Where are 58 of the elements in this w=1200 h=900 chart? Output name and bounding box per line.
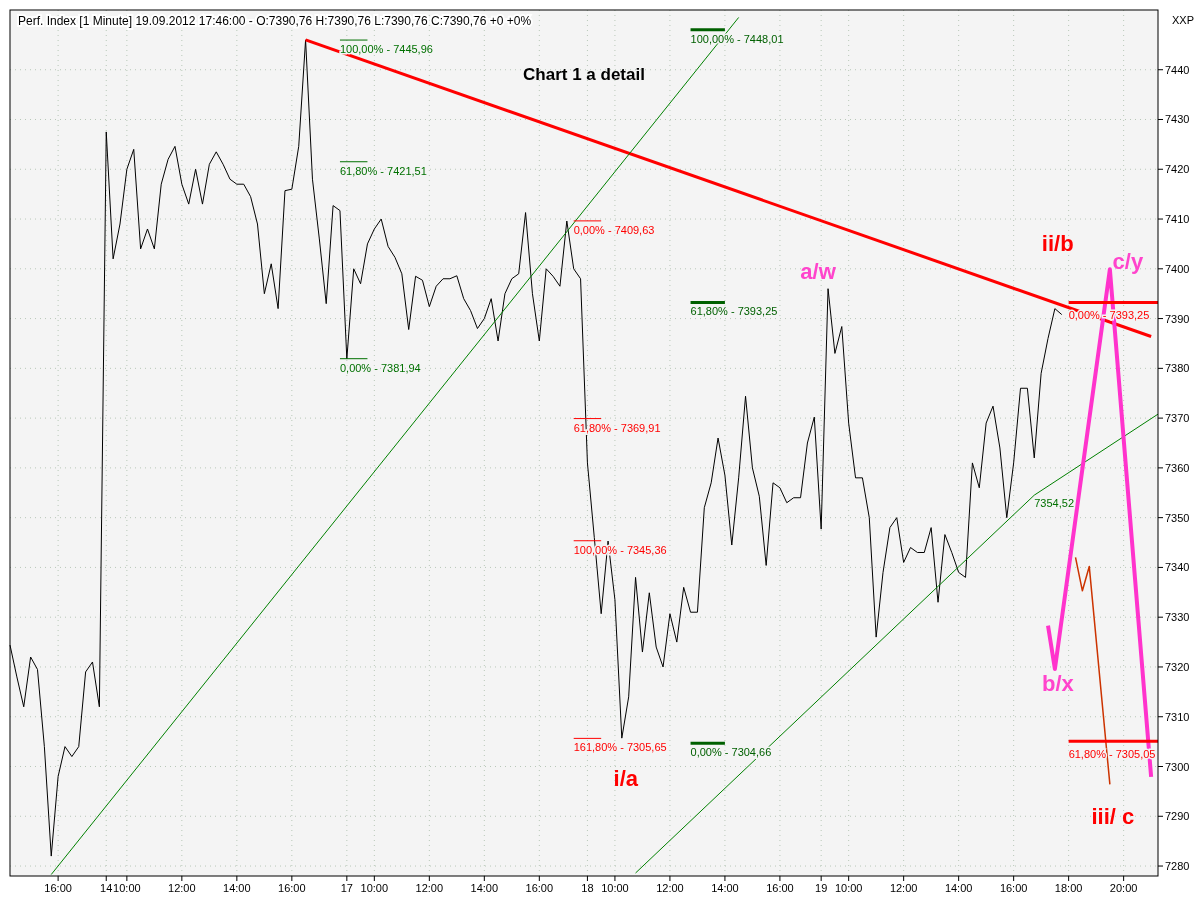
x-tick-label: 16:00 [999, 882, 1028, 894]
text: XXP [1171, 14, 1194, 26]
x-tick-label: 14:00 [711, 882, 739, 894]
y-tick-label: 7280 [1165, 860, 1190, 873]
x-tick-label: 16:00 [525, 882, 554, 894]
annotation: 0,00% - 7381,94 [339, 361, 421, 374]
y-tick-label: 7300 [1165, 760, 1190, 773]
y-tick-label: 7330 [1165, 611, 1190, 624]
y-tick-label: 7420 [1165, 163, 1190, 176]
x-tick-label: 19 [815, 882, 828, 894]
x-tick-label: 12:00 [656, 882, 684, 894]
x-tick-label: 14 [100, 882, 113, 894]
x-tick-label: 18 [581, 882, 594, 894]
text: Chart 1 a detail [523, 65, 645, 84]
annotation: Perf. Index [1 Minute] 19.09.2012 17:46:00 - O:7390,76 H:7390,76 L:7390,76 C:7390,76 +0 +0% [18, 14, 532, 28]
y-tick-label: 7370 [1165, 412, 1190, 425]
x-tick-label: 10:00 [601, 882, 629, 894]
y-tick-label: 7350 [1165, 511, 1190, 524]
y-tick-label: 7430 [1165, 113, 1190, 126]
annotation: 61,80% - 7393,25 [690, 305, 778, 318]
annotation: c/y [1112, 249, 1144, 275]
annotation: 100,00% - 7445,96 [339, 43, 433, 56]
annotation: a/w [800, 258, 837, 284]
x-tick-label: 10:00 [834, 882, 863, 894]
y-tick-label: 7410 [1165, 213, 1190, 226]
x-tick-label: 14:00 [223, 882, 251, 894]
x-tick-label: 12:00 [168, 882, 196, 894]
annotation: 61,80% - 7369,91 [573, 421, 661, 434]
annotation: i/a [613, 766, 639, 792]
x-tick-label: 16:00 [766, 882, 794, 894]
y-tick-label: 7340 [1165, 561, 1190, 574]
y-tick-label: 7310 [1165, 710, 1190, 723]
y-tick-label: 7360 [1165, 461, 1190, 474]
annotation: 7354,52 [1034, 497, 1075, 510]
x-tick-label: 16:00 [278, 882, 306, 894]
y-tick-label: 7400 [1165, 262, 1190, 275]
annotation: 0,00% - 7409,63 [573, 223, 655, 236]
annotation: 100,00% - 7448,01 [690, 32, 784, 45]
x-tick-label: 14:00 [470, 882, 499, 894]
y-tick-label: 7290 [1165, 810, 1190, 823]
y-tick-label: 7390 [1165, 312, 1190, 325]
x-tick-label: 10:00 [360, 882, 389, 894]
annotation: b/x [1041, 670, 1075, 696]
x-tick-label: 14:00 [944, 882, 973, 894]
annotation: 61,80% - 7421,51 [339, 164, 427, 177]
x-tick-label: 20:00 [1109, 882, 1138, 894]
x-tick-label: 10:00 [113, 882, 141, 894]
x-tick-label: 17 [340, 882, 353, 894]
y-tick-label: 7440 [1165, 63, 1190, 76]
annotation: iii/ c [1091, 804, 1135, 830]
x-tick-label: 12:00 [889, 882, 918, 894]
annotation: 161,80% - 7305,65 [573, 741, 667, 754]
x-tick-label: 12:00 [415, 882, 444, 894]
annotation: ii/b [1041, 230, 1074, 256]
x-tick-label: 16:00 [44, 882, 72, 894]
y-tick-label: 7380 [1165, 362, 1190, 375]
x-tick-label: 18:00 [1054, 882, 1083, 894]
y-tick-label: 7320 [1165, 660, 1190, 673]
